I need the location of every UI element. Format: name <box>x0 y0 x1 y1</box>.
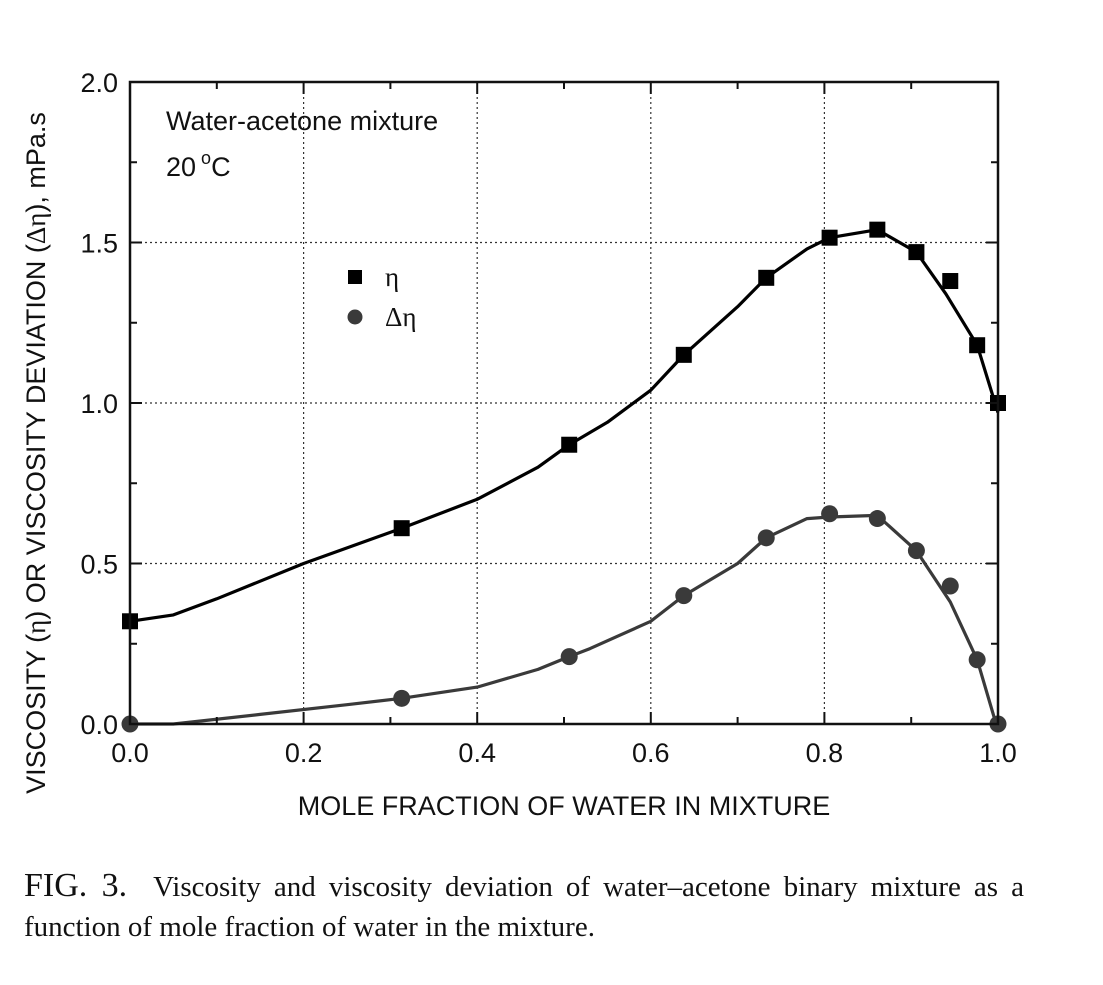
grid <box>130 82 998 724</box>
y-tick-label: 0.5 <box>80 550 118 580</box>
series-1-point <box>675 346 692 363</box>
series-1-point <box>758 269 775 286</box>
annotation-temperature-value: 20 <box>166 152 196 182</box>
y-axis-title-part-3: ), mPa.s <box>21 112 51 213</box>
legend: η Δη <box>347 262 416 332</box>
series-2-point <box>868 510 886 528</box>
caption-text: Viscosity and viscosity deviation of wat… <box>24 871 1024 943</box>
y-axis-title-eta: η <box>21 620 51 634</box>
series-1-point <box>561 436 578 453</box>
y-tick-label: 1.5 <box>80 229 118 259</box>
legend-marker-delta-eta <box>347 309 363 325</box>
annotation-mixture: Water-acetone mixture <box>166 106 438 136</box>
series-1-point <box>969 337 986 354</box>
series-1-point <box>908 244 925 261</box>
series-2-point <box>675 587 693 605</box>
x-tick-label: 0.0 <box>111 738 149 768</box>
series-2-point <box>968 651 986 669</box>
y-axis-title: VISCOSITY (η) OR VISCOSITY DEVIATION (Δη… <box>21 112 51 794</box>
series-2-point <box>907 542 925 560</box>
annotation-temperature-unit: C <box>211 152 231 182</box>
annotation-degree: o <box>201 148 211 168</box>
series-2-point <box>941 577 959 595</box>
x-axis-title: MOLE FRACTION OF WATER IN MIXTURE <box>298 791 831 821</box>
series-2-point <box>821 505 839 523</box>
legend-marker-eta <box>348 270 362 284</box>
legend-label-2: Δη <box>385 302 416 332</box>
series-1-point <box>942 273 959 290</box>
x-tick-label: 0.6 <box>632 738 670 768</box>
series-1-point <box>821 229 838 246</box>
series-1-curve <box>129 228 1000 623</box>
axis-ticks <box>129 81 999 725</box>
y-tick-label: 1.0 <box>80 389 118 419</box>
chart: 0.0 0.2 0.4 0.6 0.8 1.0 0.0 0.5 1.0 1.5 2.0 MOLE F… <box>21 68 1017 821</box>
series-markers <box>121 221 1007 733</box>
series-1-point <box>869 221 886 238</box>
x-tick-label: 0.8 <box>806 738 844 768</box>
y-tick-label: 2.0 <box>80 68 118 98</box>
y-axis-title-delta-eta: Δη <box>21 213 51 244</box>
series-2-point <box>757 529 775 547</box>
x-tick-label: 0.2 <box>285 738 323 768</box>
figure-caption: FIG. 3. Viscosity and viscosity deviation… <box>24 866 1024 947</box>
series-2-curve <box>130 513 1000 731</box>
annotation-temperature: 20 oC <box>166 148 231 182</box>
x-tick-label: 1.0 <box>979 738 1017 768</box>
series-2-point <box>393 689 411 707</box>
series-2-point <box>560 648 578 666</box>
x-tick-label: 0.4 <box>458 738 496 768</box>
y-axis-title-part-1: VISCOSITY ( <box>21 634 51 794</box>
tick-labels: 0.0 0.2 0.4 0.6 0.8 1.0 0.0 0.5 1.0 1.5 2.0 <box>80 68 1016 768</box>
y-tick-label: 0.0 <box>80 710 118 740</box>
series-1-point <box>393 520 410 537</box>
legend-label-1: η <box>385 262 399 292</box>
caption-label: FIG. 3. <box>24 867 128 904</box>
y-axis-title-part-2: ) OR VISCOSITY DEVIATION ( <box>21 244 51 620</box>
